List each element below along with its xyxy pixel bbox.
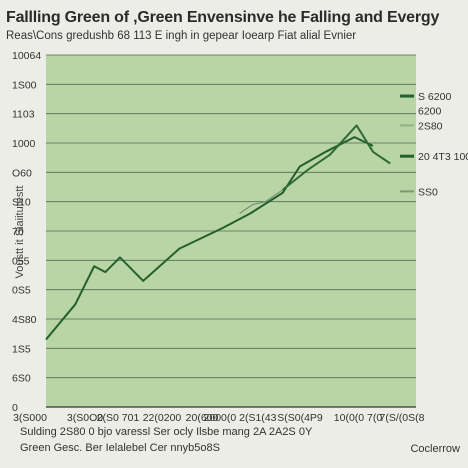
- x-tick-label: 3(S0O0: [67, 412, 103, 424]
- chart-credit: Coclerrow: [410, 443, 460, 455]
- y-tick-label: S10: [12, 197, 31, 209]
- footnote-1: Sulding 2S80 0 bjo varessl Ser ocly Ilsb…: [20, 426, 313, 438]
- y-tick-label: 70: [12, 226, 24, 238]
- y-tick-label: 055: [12, 255, 30, 267]
- series-line-2: [281, 124, 391, 191]
- y-tick-label: 1000: [12, 138, 36, 150]
- y-tick-label: 1S5: [12, 343, 31, 355]
- end-label: 2S80: [418, 120, 443, 132]
- chart-title: Fallling Green of ,Green Envensinve he F…: [6, 9, 440, 26]
- y-tick-label: 0S5: [12, 285, 31, 297]
- x-tick-label: 2(S0 701: [97, 412, 140, 424]
- y-tick-label: 4S80: [12, 314, 37, 326]
- x-tick-label: 3(S000: [13, 412, 47, 424]
- x-tick-label: 7(S/(0S(8: [380, 412, 425, 424]
- x-tick-label: 20(600: [186, 412, 219, 424]
- chart-subtitle: Reas\Cons gredushb 68 113 E ingh in gepe…: [6, 30, 357, 42]
- end-label: S 6200: [418, 91, 451, 103]
- y-tick-label: 6S0: [12, 373, 31, 385]
- x-tick-label: 2000(0 2(S1(43: [204, 412, 277, 424]
- y-tick-label: 0: [12, 402, 18, 414]
- footnote-2: Green Gesc. Ber Ielalebel Cer nnyb5o8S: [20, 442, 220, 454]
- x-tick-label: 22(0200: [143, 412, 182, 424]
- end-label: 6200: [418, 106, 442, 118]
- x-tick-label: 10(0(0 7(0: [334, 412, 383, 424]
- y-tick-label: O60: [12, 167, 32, 179]
- end-label: SS0: [418, 186, 438, 198]
- series-line-1: [45, 136, 374, 341]
- end-label: 20 4T3 100: [418, 151, 468, 163]
- y-tick-label: 1103: [12, 109, 35, 121]
- series-line-3: [239, 189, 283, 214]
- y-tick-label: 1S00: [12, 79, 37, 91]
- x-tick-label: S(S0(4P9: [277, 412, 323, 424]
- y-tick-label: 10064: [12, 50, 41, 62]
